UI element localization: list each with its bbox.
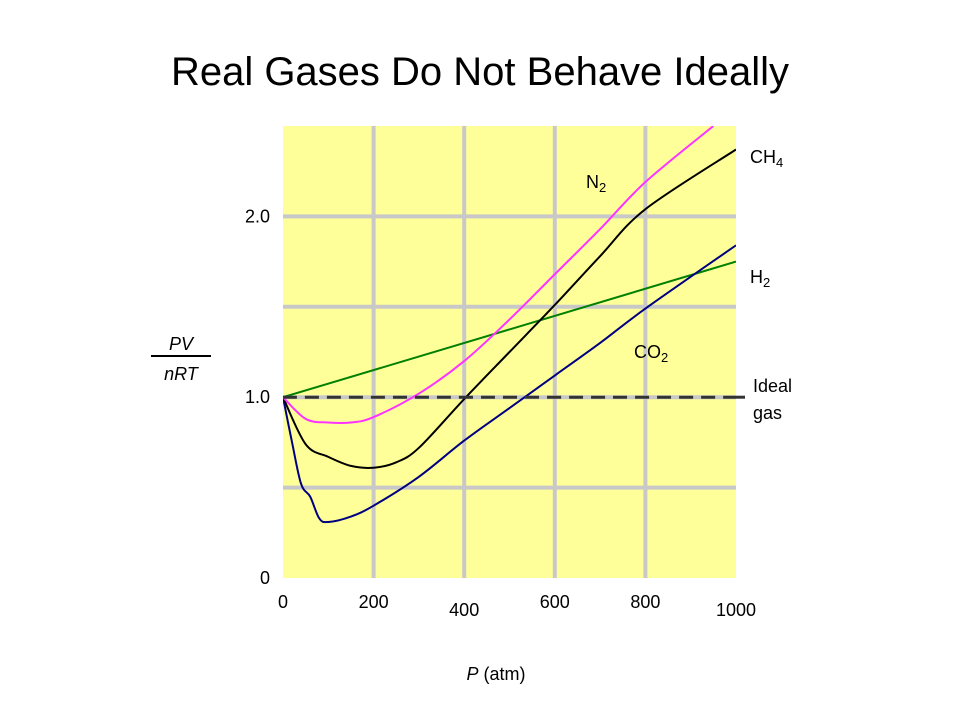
series-line-co2: [283, 244, 736, 524]
series-label-co2-subscript: 2: [661, 350, 668, 365]
x-tick-label: 200: [359, 592, 389, 612]
x-tick-label: 1000: [716, 600, 756, 620]
series-label-ch4: CH4: [750, 147, 783, 170]
series-label-ideal-gas-line: gas: [753, 403, 782, 423]
series-label-ch4-base: CH: [750, 147, 776, 167]
x-tick-label: 0: [278, 592, 288, 612]
x-tick-label: 400: [449, 600, 479, 620]
series-label-n2: N2: [586, 172, 606, 195]
x-tick-labels: 0 200 400 600 800 1000: [278, 592, 756, 620]
series-line-n2: [283, 126, 714, 425]
x-label-unit: (atm): [479, 664, 526, 684]
y-tick-labels: 0 1.0 2.0: [245, 206, 270, 588]
series-label-h2: H2: [750, 267, 770, 290]
series-label-n2-subscript: 2: [599, 180, 606, 195]
y-tick-label: 0: [260, 568, 270, 588]
series-label-co2-base: CO: [634, 342, 661, 362]
series-label-h2-base: H: [750, 267, 763, 287]
y-tick-label: 2.0: [245, 206, 270, 226]
y-label-denominator: nRT: [164, 364, 200, 384]
x-label-var: P: [466, 664, 478, 684]
series-label-co2: CO2: [634, 342, 668, 365]
series-label-ideal-gas-line: Ideal: [753, 376, 792, 396]
y-label-numerator: PV: [169, 334, 195, 354]
series-layer: [283, 126, 736, 524]
series-line-ch4: [283, 148, 736, 469]
x-axis-label: P (atm): [466, 664, 525, 684]
x-tick-label: 600: [540, 592, 570, 612]
series-label-ch4-subscript: 4: [776, 155, 783, 170]
series-label-n2-base: N: [586, 172, 599, 192]
y-tick-label: 1.0: [245, 387, 270, 407]
x-tick-label: 800: [630, 592, 660, 612]
series-label-h2-subscript: 2: [763, 275, 770, 290]
chart-title: Real Gases Do Not Behave Ideally: [170, 50, 790, 94]
